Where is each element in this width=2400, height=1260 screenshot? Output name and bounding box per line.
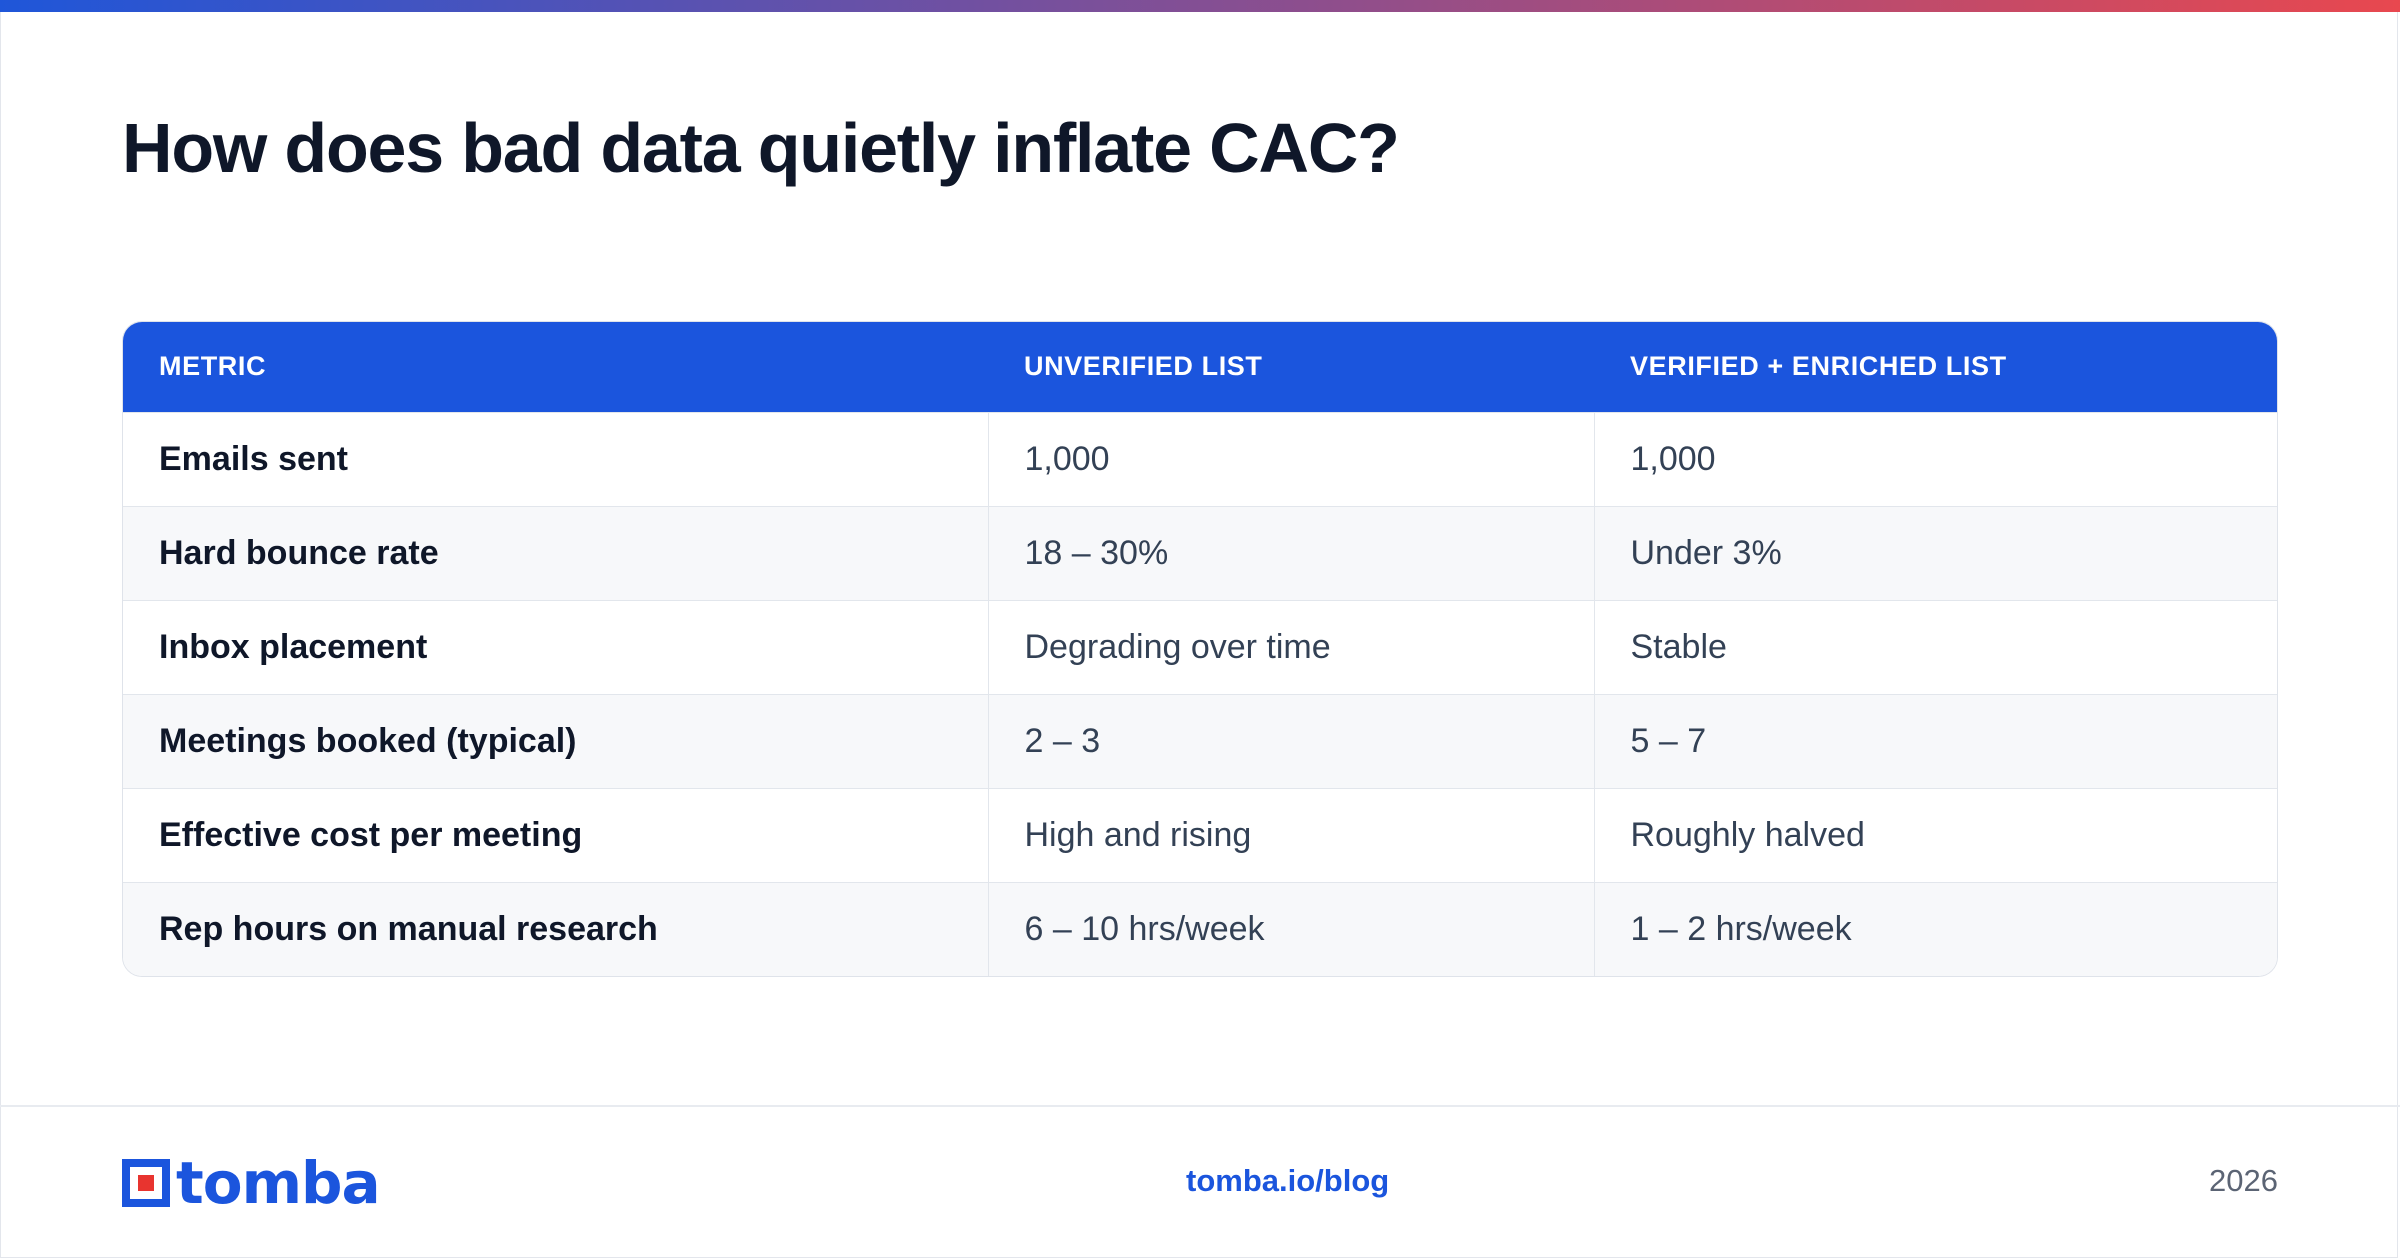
table-row: Emails sent 1,000 1,000 [123,411,2277,506]
metric-cell: Effective cost per meeting [123,787,988,882]
verified-cell: 5 – 7 [1593,693,2277,788]
footer-divider [0,1105,2400,1107]
verified-cell: Under 3% [1593,505,2277,600]
verified-cell: 1 – 2 hrs/week [1593,881,2277,976]
tomba-logo-icon [122,1159,170,1207]
metric-cell: Emails sent [123,411,988,506]
unverified-cell: 1,000 [987,411,1594,506]
table-row: Inbox placement Degrading over time Stab… [123,599,2277,694]
tomba-logo: tomba [122,1149,381,1217]
table-row: Hard bounce rate 18 – 30% Under 3% [123,505,2277,600]
metric-cell: Meetings booked (typical) [123,693,988,788]
unverified-cell: 2 – 3 [987,693,1594,788]
footer-year: 2026 [2209,1163,2278,1198]
metric-cell: Hard bounce rate [123,505,988,600]
table-row: Meetings booked (typical) 2 – 3 5 – 7 [123,693,2277,788]
table-row: Effective cost per meeting High and risi… [123,787,2277,882]
unverified-cell: Degrading over time [987,599,1594,694]
metric-cell: Rep hours on manual research [123,881,988,976]
blog-link[interactable]: tomba.io/blog [1186,1163,1390,1198]
logo-wordmark: tomba [176,1149,381,1217]
header-verified-enriched-list: VERIFIED + ENRICHED LIST [1630,351,2007,382]
table-header-row: METRIC UNVERIFIED LIST VERIFIED + ENRICH… [123,322,2277,412]
top-gradient-bar [0,0,2400,12]
unverified-cell: 6 – 10 hrs/week [987,881,1594,976]
page-title: How does bad data quietly inflate CAC? [122,109,1400,187]
header-unverified-list: UNVERIFIED LIST [1024,351,1263,382]
verified-cell: Roughly halved [1593,787,2277,882]
comparison-table: METRIC UNVERIFIED LIST VERIFIED + ENRICH… [122,321,2278,977]
metric-cell: Inbox placement [123,599,988,694]
unverified-cell: High and rising [987,787,1594,882]
verified-cell: Stable [1593,599,2277,694]
verified-cell: 1,000 [1593,411,2277,506]
table-row: Rep hours on manual research 6 – 10 hrs/… [123,881,2277,976]
unverified-cell: 18 – 30% [987,505,1594,600]
header-metric: METRIC [159,351,267,382]
